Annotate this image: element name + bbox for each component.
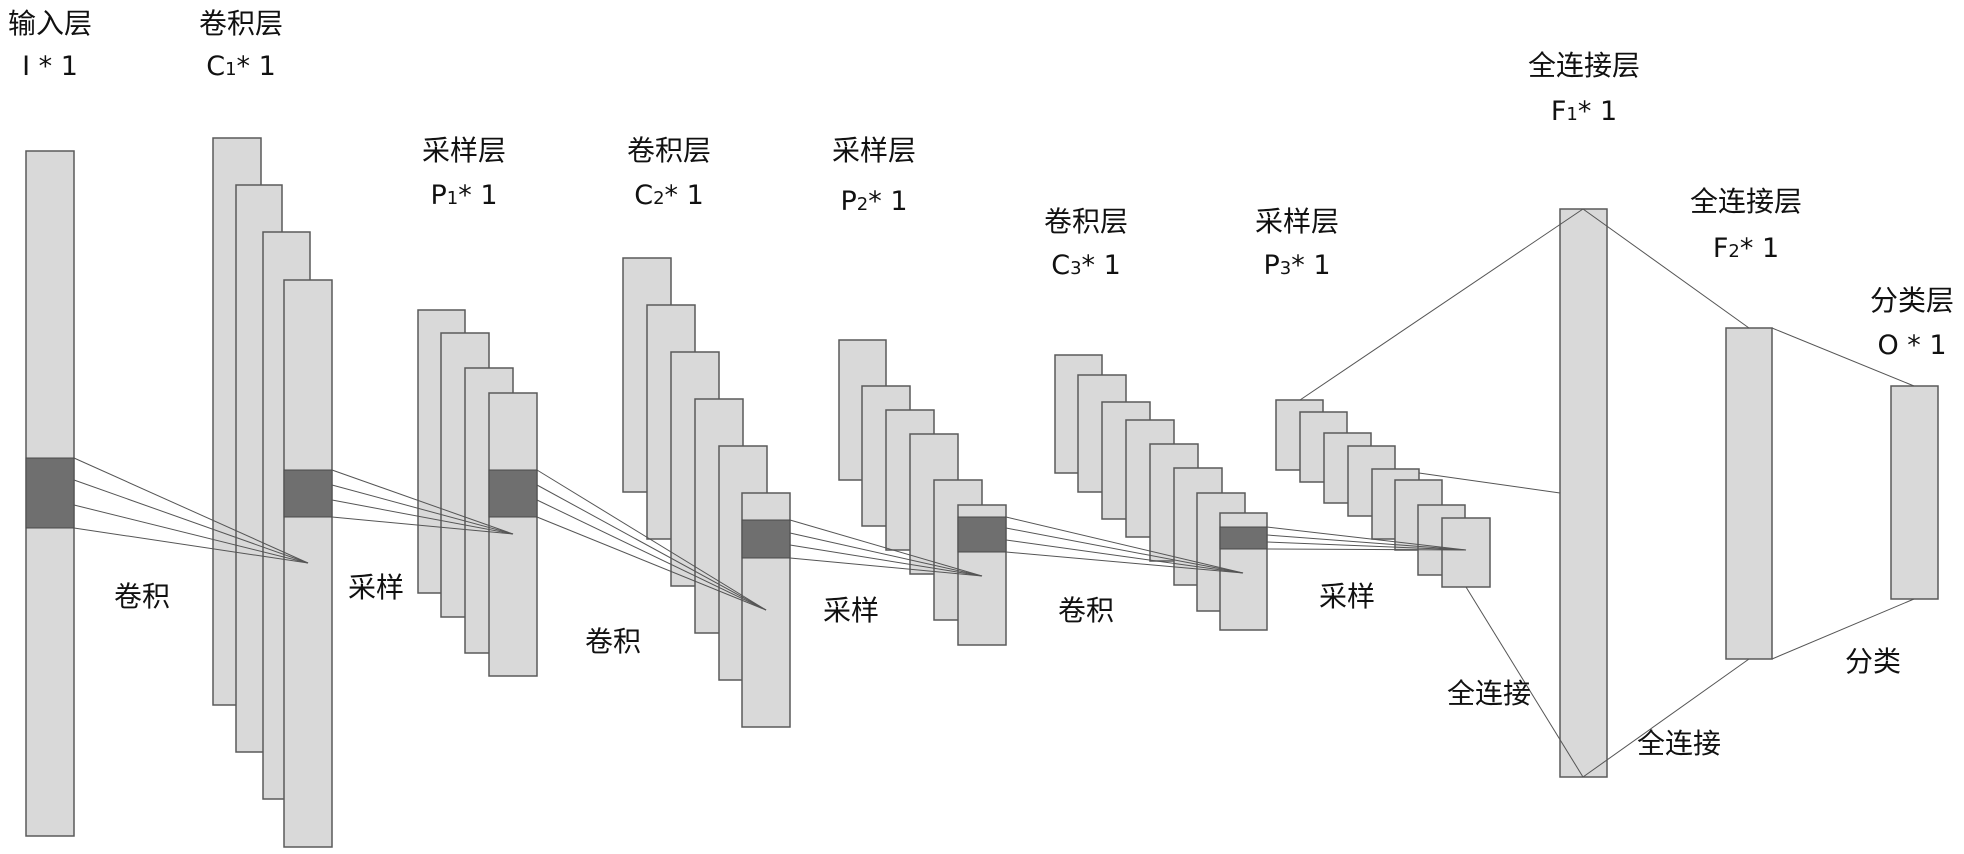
layer-symbol: F1* 1 [1551, 96, 1617, 127]
cls-line [1771, 327, 1915, 387]
layer-title: 卷积层 [627, 134, 711, 167]
pool1-line [331, 484, 514, 535]
operation-label: 全连接 [1447, 677, 1531, 710]
conv3-line [1005, 539, 1244, 574]
p2-window [957, 516, 1007, 553]
conv1-line [73, 479, 309, 564]
pool3-line [1266, 534, 1467, 551]
layer-title: 输入层 [8, 7, 92, 40]
operation-label: 卷积 [1058, 594, 1114, 627]
layer-title: 采样层 [1255, 205, 1339, 238]
fc1-line [1299, 208, 1584, 401]
operation-label: 采样 [823, 594, 879, 627]
conv2-line [536, 499, 767, 611]
conv2-line [536, 516, 767, 611]
c1-map-4 [283, 279, 333, 848]
p1-map-4 [488, 392, 538, 677]
layer-title: 采样层 [422, 134, 506, 167]
operation-label: 卷积 [114, 580, 170, 613]
pool1-line [331, 499, 514, 535]
pool3-line [1266, 541, 1467, 551]
fc2-line [1582, 658, 1750, 778]
layer-title: 全连接层 [1528, 49, 1640, 82]
input-window [25, 457, 75, 529]
feature-maps [25, 137, 1939, 848]
output-layer-map [1890, 385, 1939, 600]
layer-symbol: P1* 1 [430, 180, 497, 211]
layer-symbol: F2* 1 [1713, 233, 1779, 264]
pool2-line [789, 557, 983, 577]
f1-layer-map [1559, 208, 1608, 778]
layer-symbol: P2* 1 [840, 186, 907, 217]
f2-layer-map [1725, 327, 1773, 660]
fc1-line [1418, 472, 1561, 494]
layer-symbol: P3* 1 [1263, 250, 1330, 281]
pool1-line [331, 469, 514, 535]
layer-symbol: C2* 1 [634, 180, 704, 211]
layer-symbol: O * 1 [1877, 330, 1946, 361]
operation-labels: 卷积 采样 卷积 采样 卷积 采样 全连接 全连接 分类 [114, 571, 1901, 760]
fc1-line [1465, 586, 1584, 778]
layer-title: 采样层 [832, 134, 916, 167]
p3-map-8 [1441, 517, 1491, 588]
layer-symbol: C1* 1 [206, 51, 276, 82]
layer-symbol: C3* 1 [1051, 250, 1121, 281]
layer-labels: 输入层 I * 1 卷积层 C1* 1 采样层 P1* 1 卷积层 C2* 1 … [8, 7, 1954, 361]
layer-title: 全连接层 [1690, 185, 1802, 218]
connection-lines [73, 208, 1915, 778]
conv3-line [1005, 527, 1244, 574]
operation-label: 采样 [1319, 580, 1375, 613]
conv2-line [536, 484, 767, 611]
layer-title: 卷积层 [1044, 205, 1128, 238]
receptive-windows [25, 457, 1268, 559]
conv2-line [536, 469, 767, 611]
fc2-line [1582, 208, 1750, 329]
operation-label: 全连接 [1637, 727, 1721, 760]
conv3-line [1005, 551, 1244, 574]
cls-line [1771, 598, 1915, 660]
layer-title: 分类层 [1870, 284, 1954, 317]
p1-window [488, 469, 538, 518]
conv1-line [73, 527, 309, 564]
c1-window [283, 469, 333, 518]
pool2-line [789, 532, 983, 577]
operation-label: 采样 [348, 571, 404, 604]
pool2-line [789, 544, 983, 577]
layer-title: 卷积层 [199, 7, 283, 40]
pool2-line [789, 519, 983, 577]
layer-symbol: I * 1 [22, 51, 78, 82]
pool3-line [1266, 526, 1467, 551]
conv3-line [1005, 516, 1244, 574]
operation-label: 卷积 [585, 625, 641, 658]
pool3-line [1266, 548, 1467, 551]
conv1-line [73, 504, 309, 564]
c2-window [741, 519, 791, 559]
operation-label: 分类 [1845, 645, 1901, 678]
pool1-line [331, 516, 514, 535]
conv1-line [73, 457, 309, 564]
c3-window [1219, 526, 1268, 550]
